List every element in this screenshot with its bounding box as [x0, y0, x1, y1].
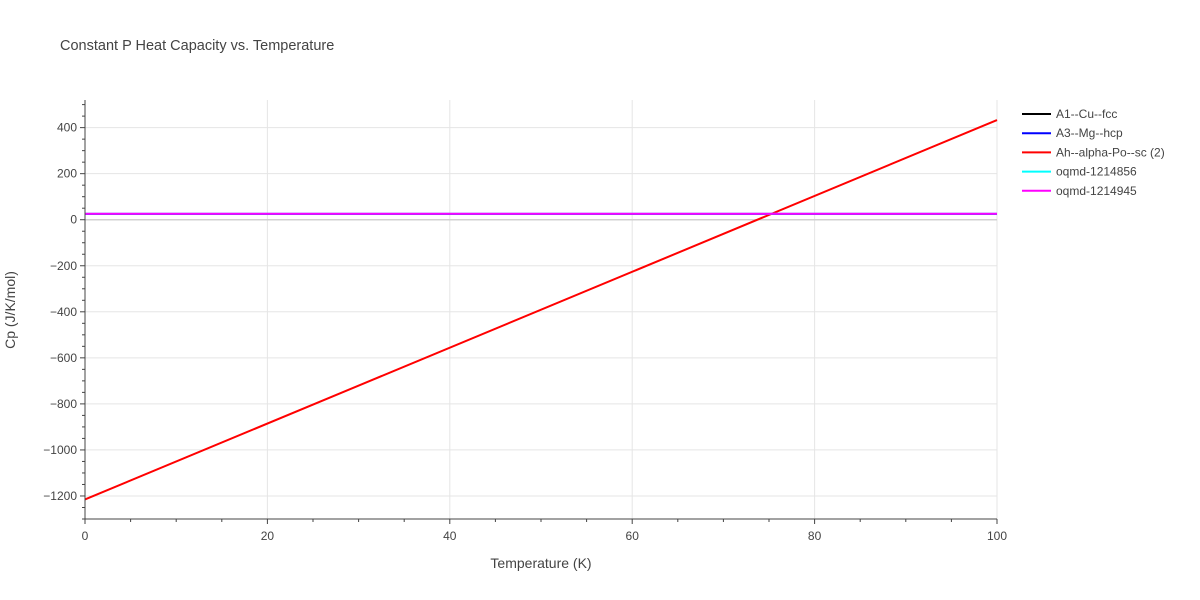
x-tick-label: 80	[808, 529, 822, 543]
legend-item-oqmd-1214856[interactable]: oqmd-1214856	[1022, 165, 1137, 179]
legend-label: A1--Cu--fcc	[1056, 107, 1117, 121]
legend-label: oqmd-1214945	[1056, 184, 1137, 198]
y-tick-label: 200	[57, 167, 77, 181]
legend-item-oqmd-1214945[interactable]: oqmd-1214945	[1022, 184, 1137, 198]
grid	[85, 100, 998, 519]
chart-title: Constant P Heat Capacity vs. Temperature	[60, 38, 334, 54]
y-tick-label: 400	[57, 121, 77, 135]
legend-label: A3--Mg--hcp	[1056, 126, 1123, 140]
legend-item-a3-mg-hcp[interactable]: A3--Mg--hcp	[1022, 126, 1123, 140]
series-lines	[84, 119, 998, 501]
x-axis-title: Temperature (K)	[490, 555, 591, 571]
x-tick-label: 60	[626, 529, 640, 543]
y-tick-label: −1000	[43, 443, 77, 457]
y-tick-label: −1200	[43, 489, 77, 503]
y-tick-label: −200	[50, 259, 77, 273]
y-tick-label: −800	[50, 397, 77, 411]
y-tick-label: 0	[70, 213, 77, 227]
legend-label: Ah--alpha-Po--sc (2)	[1056, 145, 1165, 159]
x-tick-label: 100	[987, 529, 1007, 543]
legend[interactable]: A1--Cu--fcc A3--Mg--hcp Ah--alpha-Po--sc (…	[1022, 107, 1165, 198]
y-tick-label: −600	[50, 351, 77, 365]
x-axis-ticks: 0 20 40 60 80 100	[82, 519, 1007, 543]
legend-item-ah-alpha-po-sc-2[interactable]: Ah--alpha-Po--sc (2)	[1022, 145, 1165, 159]
x-tick-label: 40	[443, 529, 457, 543]
y-tick-label: −400	[50, 305, 77, 319]
series-line-ah-alpha-po-sc-2	[84, 119, 998, 501]
legend-label: oqmd-1214856	[1056, 165, 1137, 179]
x-tick-label: 20	[261, 529, 275, 543]
y-axis-title: Cp (J/K/mol)	[2, 271, 18, 349]
legend-item-a1-cu-fcc[interactable]: A1--Cu--fcc	[1022, 107, 1117, 121]
y-axis-ticks: −1200 −1000 −800 −600 −400 −200 0 200 400	[43, 104, 85, 520]
x-tick-label: 0	[82, 529, 89, 543]
